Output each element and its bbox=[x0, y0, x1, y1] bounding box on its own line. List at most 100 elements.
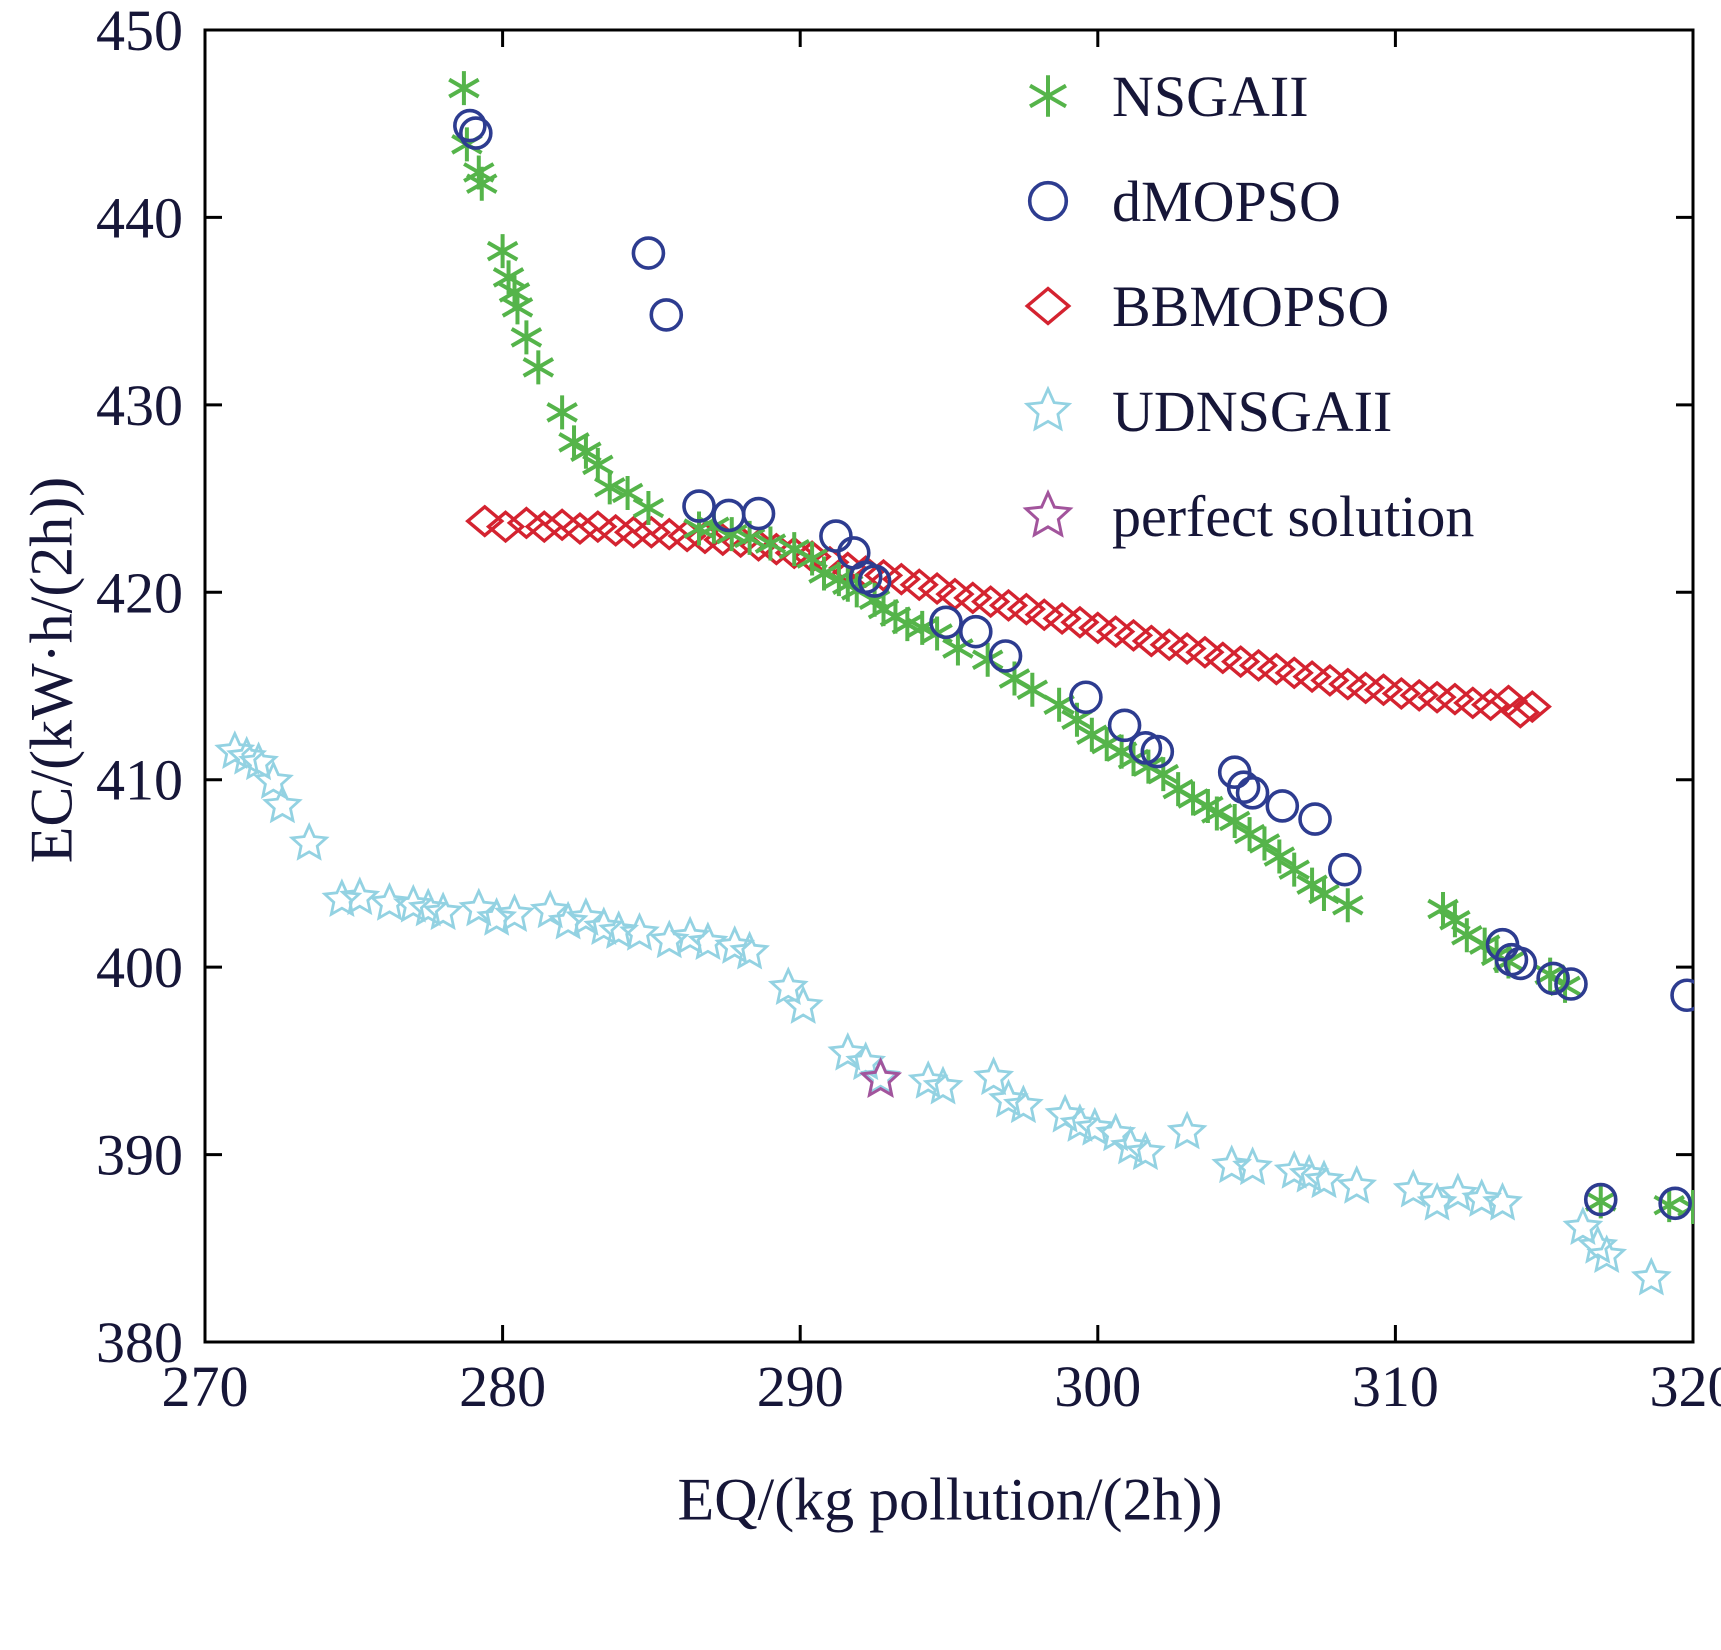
data-point bbox=[1235, 776, 1270, 810]
data-point bbox=[570, 434, 602, 469]
data-point bbox=[594, 470, 626, 505]
legend-label: dMOPSO bbox=[1112, 169, 1341, 234]
y-tick-label: 390 bbox=[96, 1123, 183, 1188]
data-point bbox=[459, 116, 493, 150]
y-tick-label: 380 bbox=[96, 1310, 183, 1375]
data-point bbox=[1226, 770, 1261, 805]
data-point bbox=[1470, 688, 1511, 722]
data-point bbox=[321, 878, 363, 917]
data-point bbox=[1278, 852, 1310, 887]
data-point bbox=[1201, 796, 1233, 831]
y-tick-label: 430 bbox=[96, 373, 183, 438]
series-nsgaii bbox=[448, 71, 1694, 1225]
data-point bbox=[476, 896, 518, 936]
y-tick-label: 420 bbox=[96, 560, 183, 625]
data-point bbox=[1392, 1168, 1434, 1208]
data-point bbox=[669, 915, 711, 955]
data-point bbox=[741, 496, 776, 531]
x-tick-label: 310 bbox=[1352, 1354, 1439, 1419]
data-point bbox=[486, 234, 519, 269]
legend-label: NSGAII bbox=[1112, 64, 1309, 129]
data-point bbox=[1113, 618, 1154, 652]
data-point bbox=[1125, 1131, 1166, 1171]
data-point bbox=[649, 298, 684, 332]
data-point bbox=[1218, 803, 1251, 838]
legend: NSGAII dMOPSO BBMOPSO UDNSGAII perfect solut… bbox=[1022, 64, 1474, 549]
data-point bbox=[458, 887, 500, 927]
data-point bbox=[648, 919, 690, 959]
data-point bbox=[1248, 826, 1281, 861]
data-point bbox=[1238, 648, 1279, 682]
data-point bbox=[754, 526, 787, 561]
data-point bbox=[1427, 892, 1459, 927]
data-point bbox=[392, 883, 434, 923]
data-point bbox=[988, 588, 1029, 622]
data-point bbox=[767, 966, 809, 1006]
legend-marker-dmopso bbox=[1027, 180, 1069, 222]
data-point bbox=[1203, 641, 1243, 675]
data-points-layer bbox=[214, 71, 1694, 1296]
data-point bbox=[827, 1031, 869, 1071]
x-tick-label: 320 bbox=[1650, 1354, 1721, 1419]
legend-label: UDNSGAII bbox=[1112, 379, 1392, 444]
y-tick-label: 400 bbox=[96, 935, 183, 1000]
data-point bbox=[1107, 708, 1142, 743]
data-point bbox=[485, 510, 526, 544]
x-tick-label: 290 bbox=[757, 1354, 844, 1419]
data-point bbox=[971, 642, 1004, 677]
data-point bbox=[253, 760, 294, 799]
y-tick-label: 440 bbox=[96, 185, 183, 250]
data-point bbox=[466, 166, 498, 201]
data-point bbox=[1503, 946, 1538, 981]
data-point bbox=[1536, 961, 1570, 996]
data-point bbox=[1003, 1084, 1044, 1124]
data-point bbox=[1677, 1190, 1694, 1225]
data-point bbox=[1273, 1149, 1315, 1189]
data-point bbox=[782, 985, 824, 1024]
data-point bbox=[711, 498, 746, 533]
legend-marker-udnsgaii bbox=[1023, 385, 1073, 432]
data-point bbox=[1303, 1159, 1345, 1199]
data-point bbox=[1166, 1110, 1208, 1150]
legend-label: perfect solution bbox=[1112, 484, 1474, 549]
data-point bbox=[857, 564, 892, 598]
data-point bbox=[1482, 1181, 1523, 1221]
data-point bbox=[1468, 927, 1501, 962]
data-point bbox=[560, 512, 600, 546]
data-point bbox=[1274, 656, 1314, 690]
data-point bbox=[1630, 1256, 1672, 1296]
data-point bbox=[1016, 672, 1049, 707]
y-axis-title: EC/(kW·h/(2h)) bbox=[18, 476, 85, 864]
data-point bbox=[729, 930, 770, 970]
data-point bbox=[582, 447, 614, 482]
data-point bbox=[922, 1065, 964, 1105]
data-point bbox=[1586, 1234, 1628, 1274]
data-point bbox=[1439, 903, 1471, 938]
data-point bbox=[1096, 615, 1136, 649]
legend-marker-bbmopso bbox=[1024, 286, 1072, 326]
series-dmopso bbox=[453, 108, 1694, 1221]
data-point bbox=[501, 290, 534, 325]
data-point bbox=[859, 1056, 903, 1098]
data-point bbox=[1308, 877, 1340, 912]
data-point bbox=[1554, 967, 1588, 1001]
data-point bbox=[1131, 624, 1172, 658]
data-point bbox=[1332, 888, 1364, 923]
data-point bbox=[1461, 1178, 1503, 1217]
series-perfect-solution bbox=[859, 1056, 903, 1098]
data-point bbox=[422, 891, 464, 931]
data-point bbox=[899, 568, 939, 602]
data-point bbox=[929, 605, 963, 640]
data-point bbox=[1221, 645, 1261, 679]
data-point bbox=[1147, 757, 1179, 792]
data-point bbox=[988, 639, 1023, 673]
data-point bbox=[1059, 1103, 1101, 1142]
data-point bbox=[369, 881, 410, 921]
data-point bbox=[1110, 1125, 1151, 1165]
data-point bbox=[453, 108, 487, 143]
x-tick-label: 280 bbox=[459, 1354, 546, 1419]
data-point bbox=[611, 475, 644, 510]
data-point bbox=[1069, 680, 1103, 715]
data-point bbox=[1149, 628, 1189, 662]
